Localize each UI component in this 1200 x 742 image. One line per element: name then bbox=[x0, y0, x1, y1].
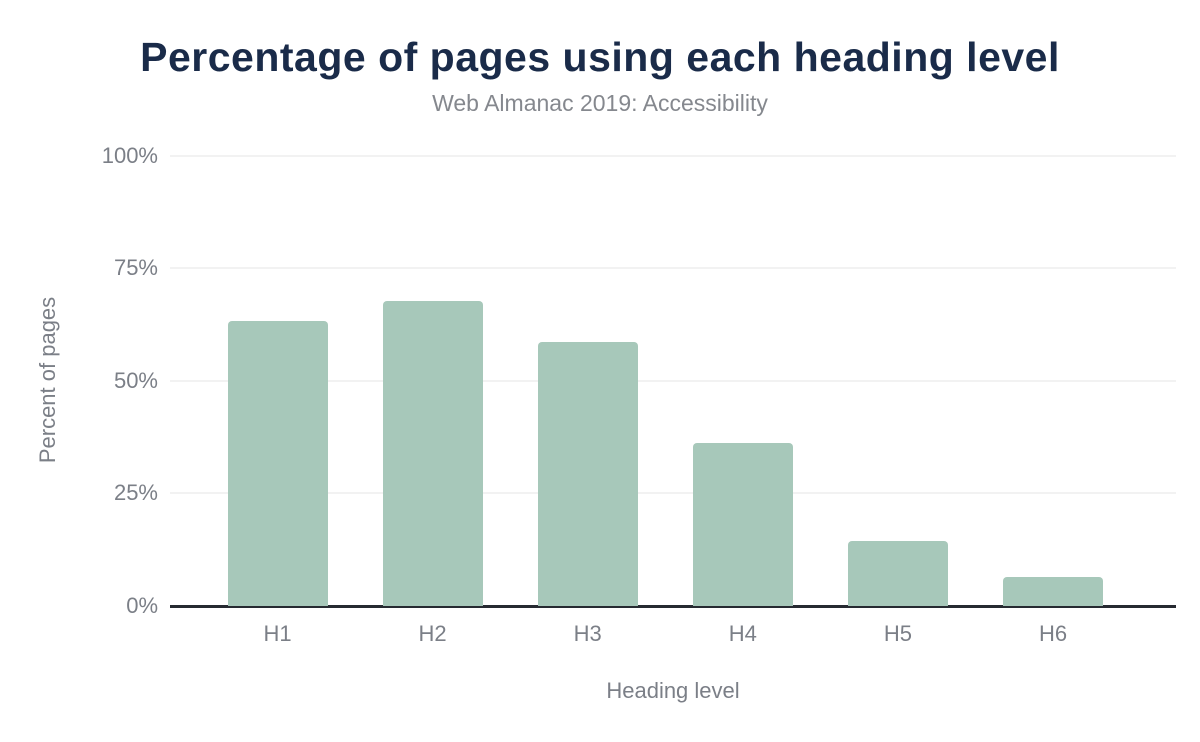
y-tick-label-0: 0% bbox=[126, 593, 158, 618]
bar-h6[interactable] bbox=[1003, 577, 1103, 606]
x-tick-label-h3: H3 bbox=[573, 621, 602, 646]
x-tick-label-h1: H1 bbox=[263, 621, 292, 646]
bar-h4[interactable] bbox=[692, 443, 793, 606]
y-tick-label-100: 100% bbox=[101, 142, 158, 168]
gridline-75 bbox=[170, 267, 1176, 270]
gridline-50 bbox=[170, 379, 1176, 382]
bar-h5[interactable] bbox=[847, 541, 948, 606]
bar-h3[interactable] bbox=[537, 342, 638, 606]
bar-h2[interactable] bbox=[382, 301, 483, 606]
x-tick-label-h5: H5 bbox=[883, 621, 912, 646]
gridline-100 bbox=[170, 154, 1176, 157]
chart-subtitle: Web Almanac 2019: Accessibility bbox=[432, 90, 768, 116]
gridline-25 bbox=[170, 492, 1176, 495]
y-tick-label-50: 50% bbox=[113, 367, 158, 393]
chart-title: Percentage of pages using each heading l… bbox=[140, 34, 1060, 80]
x-tick-label-h2: H2 bbox=[418, 621, 447, 646]
y-tick-label-25: 25% bbox=[113, 480, 158, 506]
x-tick-label-h4: H4 bbox=[728, 621, 757, 646]
x-axis-title: Heading level bbox=[606, 678, 740, 703]
bar-h1[interactable] bbox=[227, 320, 328, 606]
x-axis-line bbox=[170, 605, 1176, 608]
y-tick-label-75: 75% bbox=[113, 255, 158, 281]
x-tick-label-h6: H6 bbox=[1038, 621, 1068, 646]
